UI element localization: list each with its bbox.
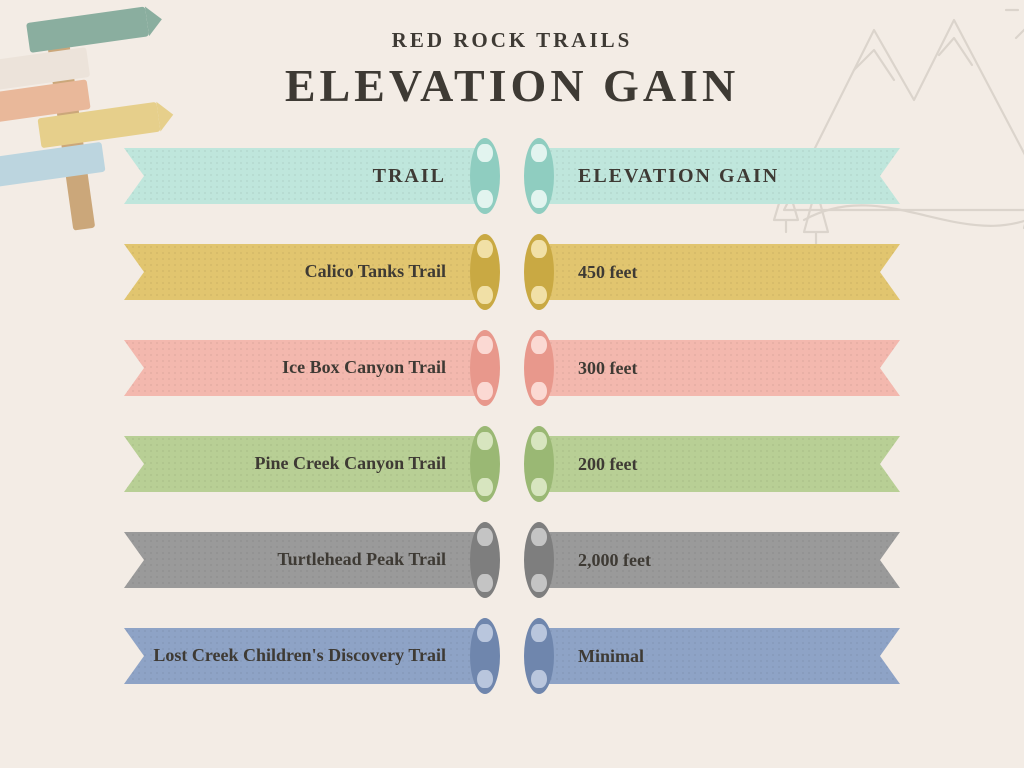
- ribbon-label: 450 feet: [530, 262, 900, 283]
- trail-row: Lost Creek Children's Discovery Trail Min…: [0, 628, 1024, 684]
- trail-row: Turtlehead Peak Trail 2,000 feet: [0, 532, 1024, 588]
- page-title: ELEVATION GAIN: [0, 59, 1024, 112]
- column-header-elevation: ELEVATION GAIN: [530, 148, 900, 204]
- ribbon-label: 300 feet: [530, 358, 900, 379]
- trail-elevation: Minimal: [530, 628, 900, 684]
- ribbon-label: Minimal: [530, 646, 900, 667]
- ribbon-label: Ice Box Canyon Trail: [124, 357, 494, 379]
- trail-elevation: 2,000 feet: [530, 532, 900, 588]
- trail-name: Turtlehead Peak Trail: [124, 532, 494, 588]
- ribbon-label: ELEVATION GAIN: [530, 165, 900, 188]
- trail-name: Lost Creek Children's Discovery Trail: [124, 628, 494, 684]
- trail-row: Calico Tanks Trail 450 feet: [0, 244, 1024, 300]
- ribbon-label: 200 feet: [530, 454, 900, 475]
- heading: RED ROCK TRAILS ELEVATION GAIN: [0, 0, 1024, 112]
- trail-elevation: 200 feet: [530, 436, 900, 492]
- column-header-trail: TRAIL: [124, 148, 494, 204]
- header-row: TRAIL ELEVATION GAIN: [0, 148, 1024, 204]
- trail-name: Ice Box Canyon Trail: [124, 340, 494, 396]
- trail-name: Calico Tanks Trail: [124, 244, 494, 300]
- ribbon-label: TRAIL: [124, 164, 494, 188]
- ribbon-label: Pine Creek Canyon Trail: [124, 453, 494, 475]
- trail-row: Ice Box Canyon Trail 300 feet: [0, 340, 1024, 396]
- ribbon-label: 2,000 feet: [530, 550, 900, 571]
- page-subtitle: RED ROCK TRAILS: [0, 28, 1024, 53]
- trail-elevation: 300 feet: [530, 340, 900, 396]
- trail-rows: TRAIL ELEVATION GAIN Calico Tanks Trail 450…: [0, 148, 1024, 684]
- trail-elevation: 450 feet: [530, 244, 900, 300]
- ribbon-label: Turtlehead Peak Trail: [124, 549, 494, 571]
- ribbon-label: Calico Tanks Trail: [124, 261, 494, 283]
- trail-name: Pine Creek Canyon Trail: [124, 436, 494, 492]
- ribbon-label: Lost Creek Children's Discovery Trail: [124, 645, 494, 667]
- trail-row: Pine Creek Canyon Trail 200 feet: [0, 436, 1024, 492]
